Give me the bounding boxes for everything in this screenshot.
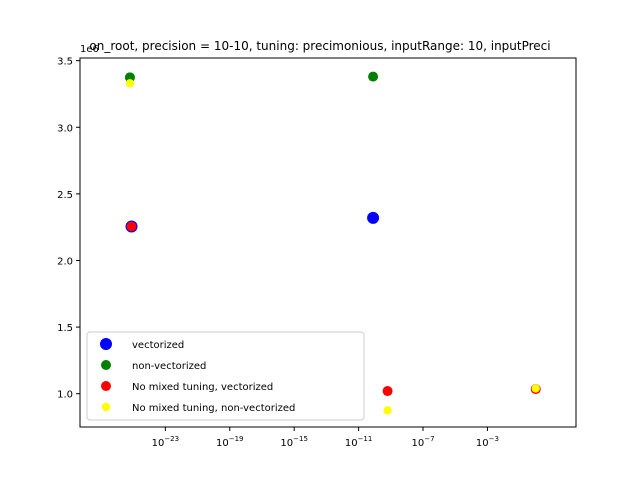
- legend: vectorized non-vectorized No mixed tuning,…: [86, 331, 365, 421]
- legend-marker: [101, 381, 111, 391]
- x-tick-label: 10−11: [345, 435, 373, 449]
- legend-marker: [101, 402, 111, 412]
- y-offset-label: 1e6: [80, 44, 99, 55]
- legend-box: [86, 331, 365, 421]
- data-point: [125, 79, 135, 88]
- legend-label: non-vectorized: [132, 361, 206, 372]
- legend-label: No mixed tuning, non-vectorized: [132, 403, 295, 414]
- chart-title: on_root, precision = 10-10, tuning: prec…: [89, 39, 550, 53]
- y-tick-label: 1.0: [57, 390, 73, 401]
- data-point: [368, 71, 379, 82]
- y-tick-label: 3.5: [57, 57, 73, 68]
- x-tick-label: 10−3: [476, 435, 499, 449]
- y-tick-label: 2.5: [57, 190, 73, 201]
- data-point: [382, 386, 393, 397]
- x-axis: 10−23 10−19 10−15 10−11 10−7 10−3: [152, 427, 499, 449]
- x-tick-label: 10−19: [216, 435, 244, 449]
- y-tick-label: 2.0: [57, 256, 73, 267]
- legend-marker: [100, 338, 112, 350]
- y-tick-label: 1.5: [57, 323, 73, 334]
- data-point: [126, 221, 137, 232]
- data-point: [367, 211, 380, 224]
- x-tick-label: 10−7: [411, 435, 434, 449]
- x-tick-label: 10−15: [280, 435, 308, 449]
- data-point: [383, 406, 392, 415]
- data-points: [124, 71, 541, 415]
- legend-marker: [101, 360, 111, 370]
- x-tick-label: 10−23: [152, 435, 180, 449]
- legend-label: No mixed tuning, vectorized: [132, 382, 273, 393]
- y-axis: 1.0 1.5 2.0 2.5 3.0 3.5: [57, 57, 80, 401]
- data-point: [531, 384, 540, 393]
- data-point: [124, 72, 135, 83]
- legend-label: vectorized: [132, 340, 184, 351]
- y-tick-label: 3.0: [57, 123, 73, 134]
